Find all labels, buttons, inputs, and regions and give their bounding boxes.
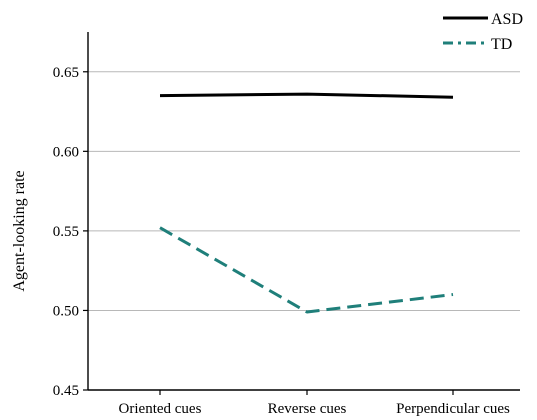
legend-label-asd: ASD bbox=[491, 11, 523, 28]
x-tick-label: Perpendicular cues bbox=[396, 401, 510, 417]
x-tick-label: Reverse cues bbox=[268, 401, 347, 417]
legend: ASD TD bbox=[443, 11, 523, 53]
series-lines bbox=[159, 92, 454, 314]
y-tick-label: 0.50 bbox=[53, 303, 79, 319]
y-tick-label: 0.65 bbox=[53, 65, 79, 81]
gridlines bbox=[88, 71, 520, 311]
x-tick-label: Oriented cues bbox=[119, 401, 202, 417]
y-tick-label: 0.45 bbox=[53, 383, 79, 399]
y-tick-label: 0.60 bbox=[53, 144, 79, 160]
series-line-td bbox=[159, 226, 454, 314]
legend-label-td: TD bbox=[491, 36, 512, 53]
y-tick-label: 0.55 bbox=[53, 224, 79, 240]
axes: 0.45 0.50 0.55 0.60 0.65 Oriented cues Reverse… bbox=[53, 32, 520, 417]
series-line-asd bbox=[159, 92, 454, 99]
y-axis-title: Agent-looking rate bbox=[11, 170, 28, 291]
